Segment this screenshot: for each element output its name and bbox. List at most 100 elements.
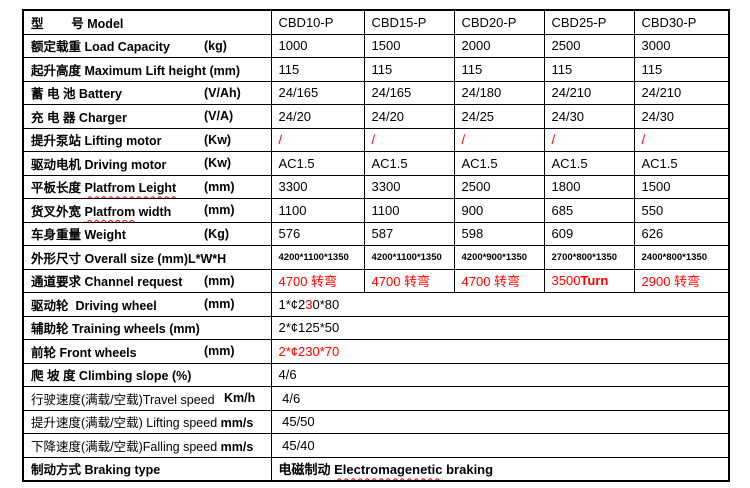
row-label-lifting-motor: 提升泵站 Lifting motor (Kw) <box>22 127 272 152</box>
value-cell: / <box>363 127 455 152</box>
unit-text: (mm) <box>204 203 235 218</box>
unit-text: mm/s <box>220 416 254 431</box>
row-driving-wheel: 驱动轮 Driving wheel (mm) 1*¢230*80 <box>22 292 730 317</box>
value-text: 3500 <box>551 273 581 289</box>
unit-text: (mm) <box>204 344 235 359</box>
value-cell: 3300 <box>363 174 455 199</box>
row-load-capacity: 额定载重 Load Capacity (kg) 1000 1500 2000 25… <box>22 33 730 58</box>
label-text: 货叉外宽 <box>31 204 85 219</box>
value-cell: 2900 转弯 <box>633 268 730 293</box>
value-cell: 24/30 <box>633 104 730 129</box>
row-label-load-capacity: 额定载重 Load Capacity (kg) <box>22 33 272 58</box>
row-climbing-slope: 爬 坡 度 Climbing slope (%) 4/6 <box>22 362 730 387</box>
label-text: 驱动电机 Driving motor <box>31 157 167 172</box>
row-weight: 车身重量 Weight (Kg) 576 587 598 609 626 <box>22 221 730 246</box>
value-cell-merged: 2*¢230*70 <box>270 339 730 364</box>
row-travel-speed: 行驶速度(满载/空载)Travel speed Km/h 4/6 <box>22 386 730 411</box>
value-text: 0*80 <box>312 296 340 312</box>
label-text: 蓄 电 池 Battery <box>31 87 122 102</box>
label-text: 前轮 Front wheels <box>31 345 137 360</box>
value-cell: 115 <box>453 57 545 82</box>
row-falling-speed: 下降速度(满载/空载)Falling speed mm/s 45/40 <box>22 433 730 458</box>
value-cell: / <box>633 127 730 152</box>
value-cell: 4200*900*1350 <box>453 245 545 270</box>
label-text: 外形尺寸 Overall size (mm)L*W*H <box>31 251 227 266</box>
value-cell: 1800 <box>543 174 635 199</box>
value-cell: 24/210 <box>633 80 730 105</box>
value-cell: 550 <box>633 198 730 223</box>
row-front-wheels: 前轮 Front wheels (mm) 2*¢230*70 <box>22 339 730 364</box>
unit-text: Km/h <box>224 391 256 406</box>
model-cell: CBD10-P <box>270 9 365 35</box>
value-cell-merged: 45/40 <box>270 433 730 458</box>
row-overall-size: 外形尺寸 Overall size (mm)L*W*H 4200*1100*13… <box>22 245 730 270</box>
value-cell-merged: 4/6 <box>270 386 730 411</box>
row-label-model: 型 号 Model <box>22 9 272 35</box>
value-cell: 3000 <box>633 33 730 58</box>
unit-text: (Kw) <box>204 156 232 171</box>
row-channel-request: 通道要求 Channel request (mm) 4700 转弯 4700 转弯… <box>22 268 730 293</box>
row-model: 型 号 Model CBD10-P CBD15-P CBD20-P CBD25-… <box>22 9 730 35</box>
value-cell: AC1.5 <box>270 151 365 176</box>
value-red-digit: 3 <box>305 296 313 312</box>
model-cell: CBD25-P <box>543 9 635 35</box>
value-text: 1*¢2 <box>278 296 306 312</box>
label-misspelled-text: Platfrom <box>84 204 136 219</box>
value-cell-merged: 电磁制动 Electromagenetic braking <box>270 456 730 482</box>
row-label-driving-motor: 驱动电机 Driving motor (Kw) <box>22 151 272 176</box>
value-text: braking <box>442 462 494 478</box>
model-cell: CBD30-P <box>633 9 730 35</box>
unit-text: mm/s <box>220 439 254 454</box>
row-label-lift-height: 起升高度 Maximum Lift height (mm) <box>22 57 272 82</box>
value-cell: 609 <box>543 221 635 246</box>
value-cell: 24/210 <box>543 80 635 105</box>
model-cell: CBD20-P <box>453 9 545 35</box>
value-cell: 2400*800*1350 <box>633 245 730 270</box>
row-label-overall-size: 外形尺寸 Overall size (mm)L*W*H <box>22 245 272 270</box>
value-cell: 24/30 <box>543 104 635 129</box>
value-cell: / <box>453 127 545 152</box>
value-cell: 587 <box>363 221 455 246</box>
unit-text: (mm) <box>204 297 235 312</box>
label-text: 提升速度(满载/空载) Lifting speed <box>31 416 221 431</box>
label-text: 辅助轮 Training wheels (mm) <box>31 322 200 337</box>
value-cell: 1500 <box>363 33 455 58</box>
value-cell: 1000 <box>270 33 365 58</box>
row-charger: 充 电 器 Charger (V/A) 24/20 24/20 24/25 24/… <box>22 104 730 129</box>
value-cell: 4200*1100*1350 <box>270 245 365 270</box>
value-cell: AC1.5 <box>453 151 545 176</box>
value-misspelled-text: Electromagenetic <box>334 462 443 478</box>
unit-text: (V/Ah) <box>204 85 241 100</box>
row-driving-motor: 驱动电机 Driving motor (Kw) AC1.5 AC1.5 AC1.5… <box>22 151 730 176</box>
value-cell: 1100 <box>363 198 455 223</box>
label-text: 起升高度 Maximum Lift height (mm) <box>31 63 241 78</box>
value-cell: 2700*800*1350 <box>543 245 635 270</box>
value-cell: 685 <box>543 198 635 223</box>
label-text: 型 号 Model <box>31 16 124 31</box>
value-text: 电磁制动 <box>278 462 335 478</box>
value-cell: 4700 转弯 <box>270 268 365 293</box>
label-text: 额定载重 Load Capacity <box>31 40 170 55</box>
label-text: 平板长度 <box>31 181 85 196</box>
value-cell: 24/165 <box>270 80 365 105</box>
model-cell: CBD15-P <box>363 9 455 35</box>
value-cell: 24/165 <box>363 80 455 105</box>
value-cell: 4700 转弯 <box>453 268 545 293</box>
unit-text: (V/A) <box>204 109 234 124</box>
value-cell: 4200*1100*1350 <box>363 245 455 270</box>
row-label-braking-type: 制动方式 Braking type <box>22 456 272 482</box>
value-cell: AC1.5 <box>543 151 635 176</box>
value-cell-merged: 1*¢230*80 <box>270 292 730 317</box>
row-braking-type: 制动方式 Braking type 电磁制动 Electromagenetic … <box>22 456 730 482</box>
value-cell: 115 <box>363 57 455 82</box>
value-cell: AC1.5 <box>633 151 730 176</box>
value-cell: 115 <box>270 57 365 82</box>
label-text: 行驶速度(满载/空载)Travel speed <box>31 392 215 407</box>
row-label-platform-width: 货叉外宽 Platfrom width (mm) <box>22 198 272 223</box>
value-cell: AC1.5 <box>363 151 455 176</box>
row-label-weight: 车身重量 Weight (Kg) <box>22 221 272 246</box>
spec-sheet: 型 号 Model CBD10-P CBD15-P CBD20-P CBD25-… <box>22 9 730 482</box>
unit-text: (mm) <box>204 273 235 288</box>
value-cell: 3500Turn <box>543 268 635 293</box>
row-label-charger: 充 电 器 Charger (V/A) <box>22 104 272 129</box>
